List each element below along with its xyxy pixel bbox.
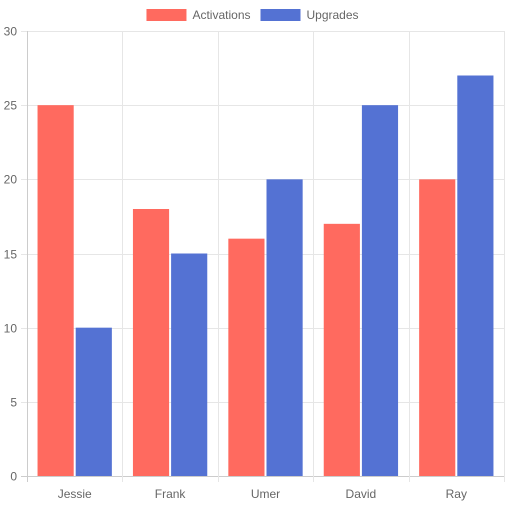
bar-upgrades-jessie[interactable] (75, 327, 112, 476)
legend-swatch-upgrades[interactable] (260, 9, 301, 21)
bars-layer (37, 75, 494, 477)
bar-upgrades-ray[interactable] (457, 75, 494, 477)
x-tick-label: Jessie (58, 487, 92, 501)
axis-layer: 0 5 10 15 20 25 30 Jessie Frank Umer David Ray (4, 25, 467, 502)
x-tick-label: Frank (155, 487, 187, 501)
y-tick-label: 10 (4, 322, 18, 336)
bar-activations-jessie[interactable] (37, 105, 74, 477)
legend[interactable]: Activations Upgrades (146, 8, 359, 22)
bar-upgrades-david[interactable] (361, 105, 399, 477)
legend-label-upgrades[interactable]: Upgrades (307, 8, 359, 22)
x-tick-label: Umer (251, 487, 280, 501)
bar-activations-frank[interactable] (132, 209, 170, 476)
bar-activations-ray[interactable] (419, 179, 456, 477)
legend-label-activations[interactable]: Activations (192, 8, 250, 22)
y-tick-label: 15 (4, 248, 18, 262)
x-tick-label: David (346, 487, 377, 501)
bar-activations-umer[interactable] (228, 238, 265, 476)
x-tick-label: Ray (446, 487, 467, 501)
bar-activations-david[interactable] (323, 223, 360, 476)
y-tick-label: 20 (4, 173, 18, 187)
y-tick-label: 0 (10, 470, 17, 484)
bar-upgrades-frank[interactable] (171, 253, 208, 477)
y-tick-label: 30 (4, 25, 18, 39)
bar-upgrades-umer[interactable] (266, 179, 303, 477)
legend-swatch-activations[interactable] (146, 9, 187, 21)
y-tick-label: 5 (10, 396, 17, 410)
y-tick-label: 25 (4, 99, 18, 113)
